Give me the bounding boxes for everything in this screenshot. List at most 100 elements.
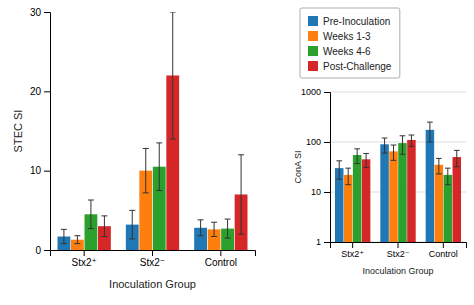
- x-tick: Stx2⁺: [341, 242, 364, 259]
- grid-line: [330, 92, 466, 93]
- tick-label: Control: [205, 257, 237, 268]
- legend-label: Weeks 4-6: [323, 46, 371, 57]
- error-bar: [382, 138, 388, 153]
- legend-item: Weeks 1-3: [308, 31, 371, 42]
- legend-swatch: [308, 61, 318, 71]
- bar: [380, 144, 389, 242]
- grid-line: [330, 142, 466, 143]
- tick-mark: [44, 91, 50, 92]
- legend-swatch: [308, 31, 318, 41]
- error-bar: [400, 136, 406, 154]
- error-bar: [454, 150, 460, 166]
- plot-background: [330, 92, 466, 242]
- y-tick: 30: [30, 7, 50, 18]
- tick-label: 1000: [301, 87, 321, 97]
- y-tick: 0: [35, 245, 50, 256]
- error-bar: [409, 135, 415, 146]
- tick-label: 20: [30, 86, 42, 97]
- axis-line: [324, 93, 331, 243]
- axis-line: [331, 243, 467, 249]
- error-bar: [143, 148, 149, 192]
- axis-line: [44, 13, 51, 251]
- series: [98, 12, 247, 250]
- x-tick: Control: [429, 242, 458, 259]
- bar: [362, 159, 371, 242]
- legend-item: Pre-Inoculation: [308, 16, 390, 27]
- tick-label: 30: [30, 7, 42, 18]
- tick-label: 10: [311, 187, 321, 197]
- tick-mark: [324, 192, 330, 193]
- y-tick: 10: [30, 165, 50, 176]
- tick-label: Stx2⁻: [387, 249, 410, 259]
- error-bar: [427, 122, 433, 142]
- series: [344, 145, 443, 242]
- error-bar: [198, 220, 204, 236]
- y-tick: 20: [30, 86, 50, 97]
- bar: [453, 157, 462, 242]
- bar: [389, 151, 398, 242]
- x-tick: Stx2⁻: [140, 250, 165, 268]
- series: [71, 148, 220, 250]
- tick-mark: [324, 242, 330, 243]
- series: [85, 143, 234, 250]
- bar: [398, 143, 407, 242]
- error-bar: [354, 149, 360, 164]
- x-tick: Stx2⁻: [387, 242, 410, 259]
- chart-root: Stx2⁺ Stx2⁻ Control 0 10 20 30 Inoculation Grou…: [0, 0, 474, 305]
- legend-label: Weeks 1-3: [323, 31, 371, 42]
- tick-mark: [84, 250, 85, 256]
- x-axis-title: Inoculation Group: [109, 278, 196, 290]
- error-bar: [156, 143, 162, 191]
- tick-mark: [44, 12, 50, 13]
- series: [335, 122, 434, 242]
- bar: [407, 140, 416, 242]
- y-tick: 1000: [301, 87, 330, 97]
- tick-label: Stx2⁻: [140, 257, 165, 268]
- legend-item: Post-Challenge: [308, 61, 392, 72]
- chart-1: Stx2⁺Stx2⁻Control1101001000Inoculation G…: [293, 87, 466, 276]
- y-tick: 10: [311, 187, 330, 197]
- tick-mark: [44, 171, 50, 172]
- chart-0: Stx2⁺ Stx2⁻ Control 0 10 20 30 Inoculation Grou…: [12, 7, 256, 290]
- legend-swatch: [308, 46, 318, 56]
- series: [362, 135, 461, 242]
- grid: [330, 92, 466, 242]
- legend-swatch: [308, 16, 318, 26]
- bar: [353, 155, 362, 242]
- error-bar: [61, 229, 67, 243]
- tick-label: Stx2⁺: [341, 249, 364, 259]
- marks: [58, 12, 248, 250]
- tick-label: Stx2⁺: [72, 257, 97, 268]
- tick-label: 1: [316, 237, 321, 247]
- series: [353, 136, 452, 242]
- legend: Pre-Inoculation Weeks 1-3 Weeks 4-6 Post-Ch…: [300, 8, 400, 78]
- axis-line: [51, 251, 256, 257]
- x-tick: Stx2⁺: [72, 250, 97, 268]
- tick-label: 0: [35, 245, 41, 256]
- y-axis: 1 10 100 1000: [301, 87, 331, 247]
- tick-mark: [324, 92, 330, 93]
- error-bar: [436, 158, 442, 174]
- x-axis: Stx2⁺ Stx2⁻ Control: [51, 250, 256, 268]
- error-bar: [88, 200, 94, 229]
- error-bar: [225, 219, 231, 238]
- error-bar: [238, 155, 244, 234]
- legend-label: Pre-Inoculation: [323, 16, 390, 27]
- tick-label: Control: [429, 249, 458, 259]
- error-bar: [74, 236, 80, 244]
- tick-mark: [152, 250, 153, 256]
- error-bar: [101, 216, 107, 237]
- tick-mark: [398, 242, 399, 248]
- legend-frame: [300, 8, 400, 78]
- y-axis: 0 10 20 30: [30, 7, 51, 256]
- error-bar: [363, 153, 369, 167]
- error-bar: [170, 12, 176, 139]
- y-tick: 100: [306, 137, 330, 147]
- tick-mark: [44, 250, 50, 251]
- tick-label: 10: [30, 165, 42, 176]
- y-tick: 1: [316, 237, 330, 247]
- tick-label: 100: [306, 137, 321, 147]
- x-axis: Stx2⁺ Stx2⁻ Control: [331, 242, 467, 259]
- bar: [426, 130, 435, 242]
- error-bar: [336, 161, 342, 179]
